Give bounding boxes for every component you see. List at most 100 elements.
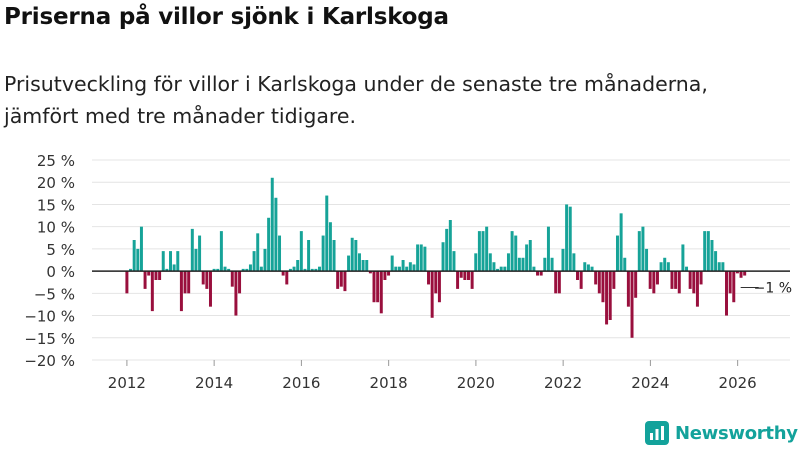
data-bar[interactable] [590,266,594,272]
data-bar[interactable] [201,271,205,285]
data-bar[interactable] [361,260,365,272]
data-bar[interactable] [554,271,558,294]
data-bar[interactable] [601,271,605,303]
newsworthy-brand[interactable]: Newsworthy [645,420,798,446]
data-bar[interactable] [492,262,496,272]
data-bar[interactable] [688,271,692,289]
data-bar[interactable] [732,271,736,303]
data-bar[interactable] [448,220,452,272]
data-bar[interactable] [437,271,441,303]
data-bar[interactable] [129,268,133,272]
data-bar[interactable] [354,240,358,272]
data-bar[interactable] [528,240,532,272]
data-bar[interactable] [456,271,460,289]
data-bar[interactable] [488,253,492,272]
data-bar[interactable] [721,262,725,272]
data-bar[interactable] [350,237,354,272]
data-bar[interactable] [459,271,463,278]
data-bar[interactable] [328,222,332,272]
data-bar[interactable] [397,266,401,272]
data-bar[interactable] [586,264,590,272]
data-bar[interactable] [154,271,158,280]
data-bar[interactable] [230,271,234,287]
data-bar[interactable] [303,268,307,272]
data-bar[interactable] [147,271,151,276]
data-bar[interactable] [615,235,619,272]
data-bar[interactable] [125,271,129,294]
data-bar[interactable] [423,246,427,272]
data-bar[interactable] [481,231,485,272]
data-bar[interactable] [605,271,609,325]
data-bar[interactable] [626,271,630,307]
data-bar[interactable] [158,271,162,280]
data-bar[interactable] [496,268,500,272]
data-bar[interactable] [278,235,282,272]
data-bar[interactable] [299,231,303,272]
data-bar[interactable] [179,271,183,312]
data-bar[interactable] [259,266,263,272]
data-bar[interactable] [514,235,518,272]
data-bar[interactable] [139,226,143,272]
data-bar[interactable] [525,244,529,272]
data-bar[interactable] [150,271,154,312]
data-bar[interactable] [485,226,489,272]
data-bar[interactable] [205,271,209,289]
data-bar[interactable] [314,268,318,272]
data-bar[interactable] [710,240,714,272]
data-bar[interactable] [441,242,445,272]
data-bar[interactable] [681,244,685,272]
data-bar[interactable] [281,271,285,276]
data-bar[interactable] [648,271,652,289]
data-bar[interactable] [419,244,423,272]
data-bar[interactable] [641,226,645,272]
data-bar[interactable] [634,271,638,298]
data-bar[interactable] [659,262,663,272]
data-bar[interactable] [445,228,449,272]
data-bar[interactable] [470,271,474,289]
data-bar[interactable] [521,257,525,272]
data-bar[interactable] [165,268,169,272]
data-bar[interactable] [296,260,300,272]
data-bar[interactable] [376,271,380,303]
data-bar[interactable] [728,271,732,294]
data-bar[interactable] [136,248,140,272]
data-bar[interactable] [743,271,747,276]
data-bar[interactable] [394,266,398,272]
data-bar[interactable] [267,217,271,272]
data-bar[interactable] [717,262,721,272]
data-bar[interactable] [434,271,438,294]
data-bar[interactable] [332,240,336,272]
data-bar[interactable] [368,271,372,274]
data-bar[interactable] [739,271,743,278]
data-bar[interactable] [245,268,249,272]
data-bar[interactable] [430,271,434,318]
data-bar[interactable] [452,251,456,272]
data-bar[interactable] [285,271,289,285]
data-bar[interactable] [579,271,583,289]
data-bar[interactable] [670,271,674,289]
data-bar[interactable] [405,266,409,272]
data-bar[interactable] [321,235,325,272]
data-bar[interactable] [263,248,267,272]
data-bar[interactable] [365,260,369,272]
data-bar[interactable] [212,268,216,272]
data-bar[interactable] [288,268,292,272]
data-bar[interactable] [183,271,187,294]
data-bar[interactable] [666,262,670,272]
data-bar[interactable] [292,266,296,272]
data-bar[interactable] [234,271,238,316]
data-bar[interactable] [550,257,554,272]
data-bar[interactable] [307,240,311,272]
data-bar[interactable] [310,268,314,272]
data-bar[interactable] [637,231,641,272]
data-bar[interactable] [208,271,212,307]
data-bar[interactable] [401,260,405,272]
data-bar[interactable] [463,271,467,280]
data-bar[interactable] [477,231,481,272]
data-bar[interactable] [474,253,478,272]
data-bar[interactable] [499,266,503,272]
data-bar[interactable] [408,262,412,272]
data-bar[interactable] [198,235,202,272]
data-bar[interactable] [325,195,329,272]
data-bar[interactable] [706,231,710,272]
